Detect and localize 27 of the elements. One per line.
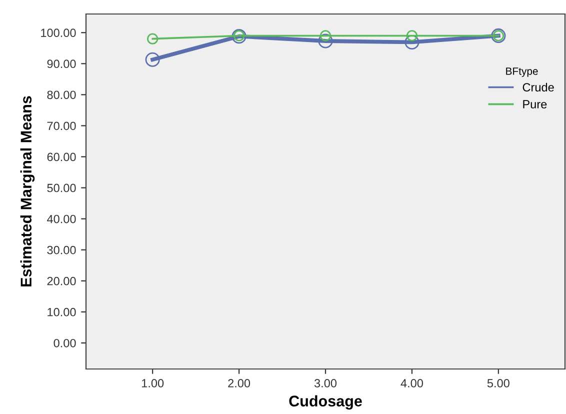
x-tick-label: 2.00: [228, 379, 250, 388]
y-tick-label: 0.00: [54, 338, 76, 348]
x-tick-label: 3.00: [314, 379, 337, 388]
y-tick-label: 40.00: [47, 214, 76, 224]
y-tick-label: 10.00: [48, 308, 76, 316]
y-tick-label: 70.00: [47, 122, 76, 130]
y-tick-label: 30.00: [47, 246, 76, 254]
y-tick-label: 50.00: [47, 184, 76, 192]
x-axis-title: Cudosage: [289, 395, 362, 410]
point: [406, 30, 418, 42]
point: [320, 30, 332, 42]
y-tick-label: 20.00: [47, 276, 76, 286]
x-tick-label: 5.00: [487, 379, 510, 388]
y-tick-label: 100.00: [41, 28, 76, 38]
y-tick-label: 90.00: [47, 60, 76, 68]
y-tick-label: 60.00: [47, 152, 76, 162]
x-tick-label: 1.00: [142, 379, 164, 388]
x-tick-label: 4.00: [400, 379, 423, 388]
y-tick-label: 80.00: [47, 90, 76, 100]
legend-label: Pure: [523, 100, 547, 108]
point: [145, 52, 160, 67]
point: [404, 34, 420, 50]
point: [318, 34, 333, 48]
legend-label: Crude: [522, 82, 554, 92]
point: [147, 33, 158, 44]
y-axis-title: Estimated Marginal Means: [20, 96, 35, 286]
legend-title: BFtype: [506, 68, 538, 77]
